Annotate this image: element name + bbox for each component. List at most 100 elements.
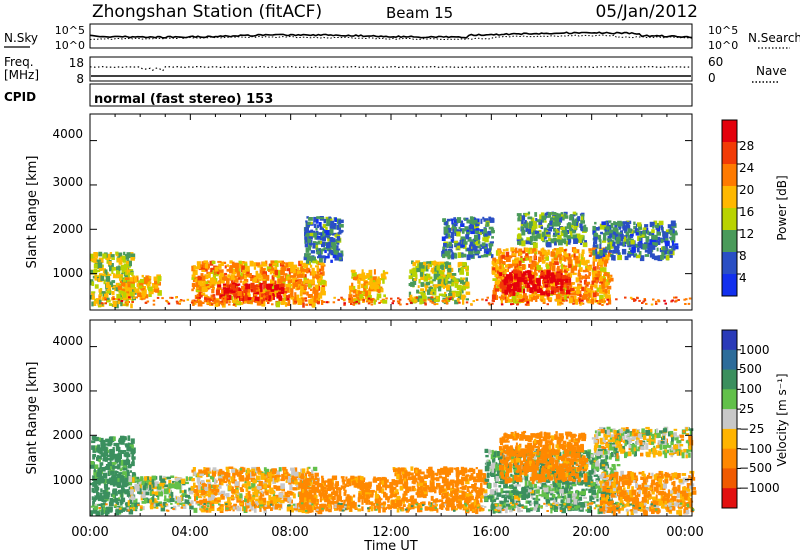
power-blobs-cell-2 [302,291,307,295]
power-blobs-cell-7 [489,218,495,223]
velocity-blobs-cell-2 [233,504,237,508]
power-blobs-cell-8 [529,257,533,263]
velocity-blobs-cell-2 [254,489,259,494]
power-blobs-cell-0 [108,285,112,290]
power-blobs-cell-8 [520,295,523,298]
velocity-blobs-cell-2 [225,507,229,510]
power-blobs-cell-10 [538,219,543,226]
power-blobs-cell-7 [481,246,485,249]
velocity-blobs-cell-2 [251,487,257,491]
power-blobs-cell-6 [428,286,432,292]
power-blobs-ground-cell [579,298,582,301]
velocity-blobs-cell-1 [151,479,155,485]
velocity-blobs-cell-2 [190,485,194,491]
power-blobs-cell-8 [501,261,506,265]
power-blobs-cell-2 [259,293,263,298]
velocity-blobs-cell-0 [131,456,136,460]
power-blobs-cell-0 [103,279,106,285]
power-blobs-cell-11 [672,228,675,234]
power-blobs-cell-0 [114,298,118,301]
power-blobs-cell-6 [408,275,413,280]
power-blobs-cell-8 [595,273,601,277]
velocity-blobs-cell-2 [245,473,250,478]
velocity-blobs-cell-1 [180,478,186,484]
power-blobs-cell-0 [94,253,97,258]
power-blobs-ground-cell [433,303,436,306]
power-blobs-cell-11 [635,223,638,227]
velocity-blobs-cell-1 [134,476,138,480]
power-blobs-cell-2 [238,260,242,264]
power-blobs-cell-8 [592,261,595,266]
freq-left-tick-top: 18 [69,56,84,70]
power-blobs-cell-8 [597,271,601,274]
power-blobs-cell-6 [423,275,428,282]
power-blobs-cell-8 [512,298,516,303]
power-blobs-cell-11 [651,239,657,243]
velocity-blobs-cell-1 [184,499,187,504]
power-blobs-cell-8 [573,295,577,300]
power-blobs-cell-8 [548,285,552,290]
velocity-blobs-cell-2 [245,473,248,476]
power-blobs-cell-7 [448,250,451,256]
power-blobs-cell-8 [588,254,592,257]
power-blobs-cell-1 [144,281,148,285]
velocity-blobs-cell-2 [286,493,289,499]
velocity-blobs-cell-2 [198,484,202,487]
power-blobs-cell-2 [297,299,303,305]
power-blobs-ground-cell [362,299,365,301]
power-blobs-ground-cell [424,302,427,305]
velocity-blobs-cell-3 [362,479,365,483]
power-blobs-cell-6 [448,264,452,268]
power-blobs-cell-3 [254,289,259,295]
power-blobs-cell-10 [567,222,571,226]
power-blobs-cell-8 [505,251,510,257]
velocity-blobs-cell-1 [149,499,152,504]
velocity-blobs-cell-2 [283,497,288,502]
power-blobs-cell-4 [336,256,342,260]
power-blobs-cell-8 [574,262,578,268]
power-blobs-ground-cell [399,303,402,306]
power-blobs-cell-2 [198,280,203,286]
power-blobs-cell-1 [127,281,132,284]
velocity-blobs-cell-2 [208,492,211,496]
power-blobs-cell-6 [465,269,469,272]
power-blobs-cell-7 [484,233,488,237]
power-blobs-ground-cell [445,301,448,304]
power-blobs-cell-4 [319,217,325,220]
power-blobs-cell-2 [311,295,315,301]
power-blobs-ground-cell [99,297,102,300]
velocity-blobs-cell-0 [102,489,107,494]
power-blobs-cell-11 [656,236,661,240]
power-blobs-cell-8 [592,273,596,280]
power-blobs-cell-0 [109,252,113,256]
power-blobs-cell-10 [576,235,580,240]
power-blobs-cell-7 [465,234,470,240]
velocity-blobs-cell-3 [302,493,305,496]
power-blobs-cell-11 [613,255,616,261]
power-blobs-cell-11 [629,233,633,238]
power-blobs-cell-2 [201,287,205,293]
power-blobs-cell-2 [257,273,262,279]
power-blobs-cell-10 [556,239,561,243]
velocity-blobs-cell-0 [131,449,136,455]
power-blobs-cell-4 [332,222,335,229]
power-blobs-cell-10 [539,214,543,220]
power-blobs-cell-3 [280,291,285,294]
power-blobs-cell-5 [375,282,380,287]
power-blobs-cell-4 [319,226,324,230]
velocity-blobs-cell-2 [211,472,216,477]
power-blobs-cell-8 [572,271,575,276]
power-blobs-ground-cell [521,298,524,301]
power-blobs-cell-1 [115,274,119,278]
power-blobs-cell-6 [436,265,440,271]
power-blobs-ground-cell [343,298,346,301]
power-blobs-cell-7 [451,253,455,260]
power-blobs-cell-4 [304,235,308,240]
power-blobs-cell-7 [463,241,468,245]
power-blobs-cell-2 [286,276,292,279]
velocity-blobs-cell-0 [93,480,97,487]
power-blobs-ground-cell [385,297,388,300]
power-blobs-ground-cell [516,303,519,306]
power-blobs-cell-5 [382,299,388,304]
power-blobs-cell-11 [626,238,630,245]
